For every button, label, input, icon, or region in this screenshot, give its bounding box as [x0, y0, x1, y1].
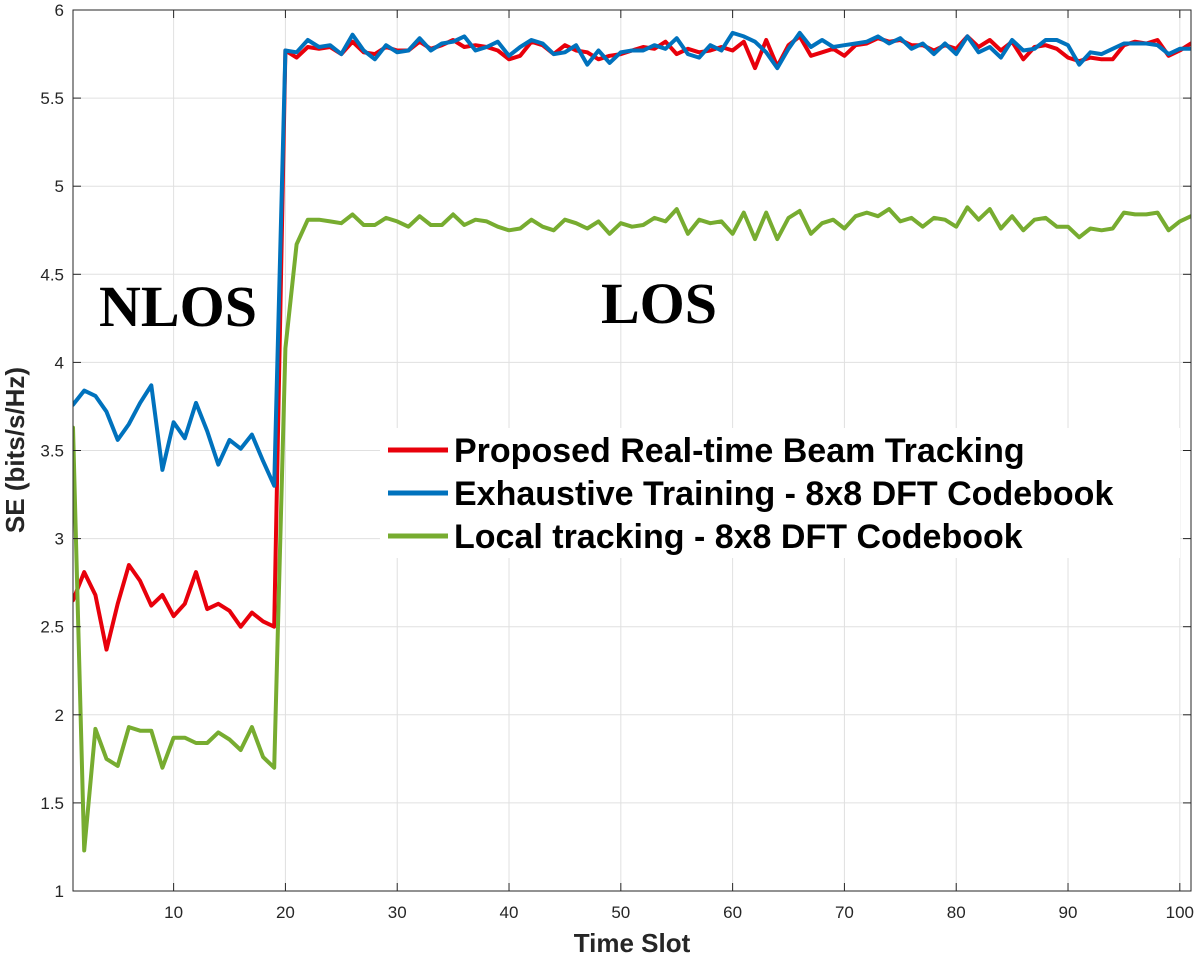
annotation-nlos: NLOS: [99, 274, 257, 339]
x-tick-label-50: 50: [611, 903, 630, 922]
y-tick-label-4.5: 4.5: [40, 265, 64, 284]
ticks: 10 20 30 40 50 60 70 80 90 100 1 1.5 2 2.5 3 3.5 4 4.5 5 5.…: [40, 1, 1194, 922]
legend-label-local: Local tracking - 8x8 DFT Codebook: [454, 518, 1023, 556]
legend-label-proposed: Proposed Real-time Beam Tracking: [454, 432, 1025, 470]
y-axis-title: SE (bits/s/Hz): [0, 367, 30, 533]
y-tick-label-2: 2: [55, 706, 64, 725]
x-tick-label-100: 100: [1166, 903, 1194, 922]
x-tick-label-80: 80: [947, 903, 966, 922]
legend-label-exhaustive: Exhaustive Training - 8x8 DFT Codebook: [454, 475, 1113, 513]
x-axis-title: Time Slot: [574, 928, 691, 956]
legend-background: [380, 428, 1180, 558]
x-tick-label-10: 10: [164, 903, 183, 922]
y-tick-label-1: 1: [55, 882, 64, 901]
y-tick-label-6: 6: [55, 1, 64, 20]
y-tick-label-2.5: 2.5: [40, 618, 64, 637]
y-tick-label-3: 3: [55, 530, 64, 549]
y-tick-label-4: 4: [55, 353, 64, 372]
y-tick-label-3.5: 3.5: [40, 442, 64, 461]
legend: Proposed Real-time Beam Tracking Exhaust…: [380, 428, 1180, 558]
y-tick-label-5.5: 5.5: [40, 89, 64, 108]
x-tick-label-90: 90: [1059, 903, 1078, 922]
x-tick-label-60: 60: [723, 903, 742, 922]
series-line-exhaustive: [73, 30, 1191, 488]
y-tick-label-5: 5: [55, 177, 64, 196]
y-tick-label-1.5: 1.5: [40, 794, 64, 813]
x-tick-label-40: 40: [500, 903, 519, 922]
series-lines: [73, 30, 1191, 853]
series-line-local: [73, 205, 1191, 853]
x-tick-label-30: 30: [388, 903, 407, 922]
x-tick-label-20: 20: [276, 903, 295, 922]
x-tick-label-70: 70: [835, 903, 854, 922]
annotation-los: LOS: [601, 271, 717, 336]
